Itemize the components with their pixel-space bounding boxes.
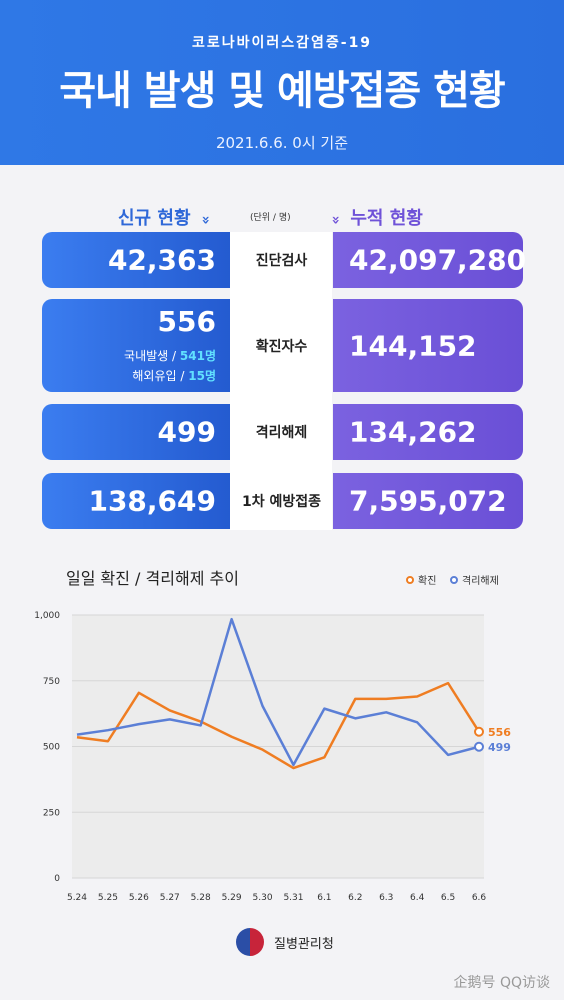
cumulative-value-box: 42,097,280 <box>333 232 527 288</box>
row-label: 진단검사 <box>255 253 308 269</box>
series-end-label: 499 <box>488 741 511 754</box>
chevron-down-icon: » <box>327 215 344 225</box>
new-status-label: 신규 현황 <box>118 208 191 229</box>
x-tick-label: 6.1 <box>317 893 331 903</box>
overseas-value: 15명 <box>188 369 216 383</box>
line-chart: 0 250 500 750 1,000 5.24 5.25 5.26 5.27 5.28 5.29 5… <box>0 590 564 920</box>
x-tick-label: 6.3 <box>379 893 393 903</box>
x-tick-label: 6.4 <box>410 893 425 903</box>
header-banner: 코로나바이러스감염증-19 국내 발생 및 예방접종 현황 2021.6.6. … <box>0 0 564 165</box>
header-subtitle: 코로나바이러스감염증-19 <box>191 35 373 51</box>
footer: 질병관리청 <box>236 928 334 956</box>
cumulative-value-box: 7,595,072 <box>333 473 523 529</box>
legend-released: 격리해제 <box>450 572 499 587</box>
y-tick-label: 1,000 <box>34 611 60 621</box>
new-value-box: 42,363 <box>42 232 230 288</box>
cumulative-status-label: 누적 현황 <box>350 208 423 229</box>
series-line <box>76 681 481 770</box>
cumulative-value: 144,152 <box>349 329 477 362</box>
x-tick-label: 5.24 <box>67 893 87 903</box>
watermark: 企鹅号 QQ访谈 <box>453 975 551 991</box>
y-tick-label: 500 <box>43 743 60 753</box>
overseas-detail: 해외유입 / 15명 <box>132 367 216 384</box>
legend-confirmed: 확진 <box>406 572 436 587</box>
new-value: 138,649 <box>88 484 216 518</box>
stat-row-tests: 42,363 진단검사 42,097,280 <box>42 232 527 288</box>
stat-row-released: 499 격리해제 134,262 <box>42 404 523 460</box>
line-chart-svg: 0 250 500 750 1,000 5.24 5.25 5.26 5.27 5.28 5.29 5… <box>34 611 511 903</box>
x-tick-label: 5.27 <box>160 893 180 903</box>
y-tick-label: 0 <box>54 874 60 884</box>
legend-marker-icon <box>450 575 458 584</box>
chart-title: 일일 확진 / 격리해제 추이 <box>66 569 239 588</box>
x-tick-label: 5.28 <box>191 893 211 903</box>
x-tick-label: 5.29 <box>222 893 242 903</box>
x-tick-label: 5.26 <box>129 893 149 903</box>
x-tick-label: 5.31 <box>283 893 303 903</box>
domestic-detail: 국내발생 / 541명 <box>124 347 216 364</box>
row-label: 격리해제 <box>255 425 308 441</box>
cumulative-value-box: 134,262 <box>333 404 523 460</box>
center-label-band <box>230 232 332 530</box>
stat-row-vaccination: 138,649 1차 예방접종 7,595,072 <box>42 473 523 529</box>
series-end-point <box>474 726 484 737</box>
domestic-label: 국내발생 / <box>124 349 177 363</box>
new-value: 556 <box>157 305 216 338</box>
kdca-logo-icon <box>236 928 264 956</box>
x-tick-label: 6.2 <box>348 893 362 903</box>
new-value: 499 <box>157 415 216 449</box>
new-value-box: 138,649 <box>42 473 230 529</box>
y-tick-label: 250 <box>43 808 60 818</box>
new-status-heading: 신규 현황 » <box>118 204 214 230</box>
series-line <box>76 617 480 767</box>
row-label: 1차 예방접종 <box>241 494 321 510</box>
legend-label: 확진 <box>418 576 437 587</box>
overseas-label: 해외유입 / <box>132 369 185 383</box>
header-date: 2021.6.6. 0시 기준 <box>215 134 349 152</box>
cumulative-value-box: 144,152 <box>333 299 523 392</box>
x-tick-label: 6.6 <box>472 893 487 903</box>
cumulative-value: 7,595,072 <box>349 484 507 518</box>
series-end-label: 556 <box>488 726 511 739</box>
row-label: 확진자수 <box>255 338 308 355</box>
series-end-point <box>474 741 484 752</box>
unit-label: (단위 / 명) <box>250 213 291 223</box>
new-value-box: 499 <box>42 404 230 460</box>
stat-row-confirmed: 556 국내발생 / 541명 해외유입 / 15명 확진자수 144,152 <box>42 299 523 392</box>
new-value: 42,363 <box>107 243 216 277</box>
x-tick-label: 5.25 <box>98 893 118 903</box>
domestic-value: 541명 <box>179 349 216 363</box>
x-tick-label: 5.30 <box>253 893 273 903</box>
org-name: 질병관리청 <box>274 936 334 952</box>
legend-marker-icon <box>406 575 414 584</box>
y-tick-label: 750 <box>43 677 60 687</box>
legend-label: 격리해제 <box>462 576 499 587</box>
header-title: 국내 발생 및 예방접종 현황 <box>59 68 506 114</box>
cumulative-value: 134,262 <box>349 415 477 449</box>
cumulative-status-heading: » 누적 현황 <box>327 204 423 230</box>
new-value-box: 556 국내발생 / 541명 해외유입 / 15명 <box>42 299 230 392</box>
cumulative-value: 42,097,280 <box>349 243 527 277</box>
chevron-down-icon: » <box>197 215 214 225</box>
x-tick-label: 6.5 <box>441 893 455 903</box>
